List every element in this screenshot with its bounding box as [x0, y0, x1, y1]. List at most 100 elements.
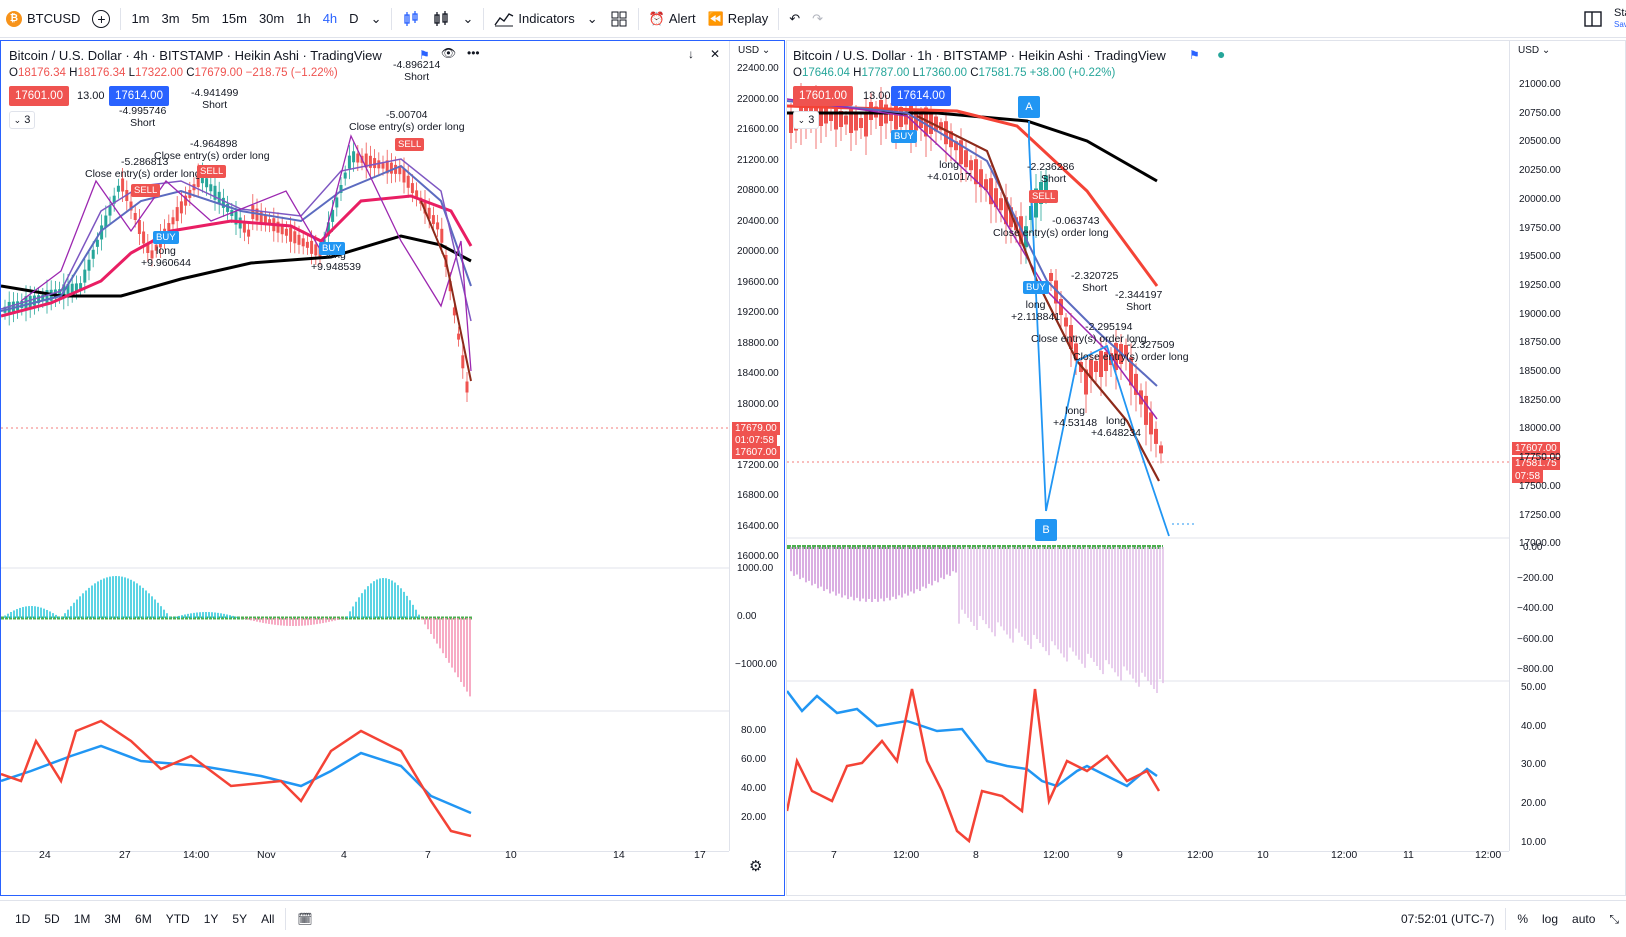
buy-price-button[interactable]: 17614.00: [109, 86, 169, 106]
layout-button[interactable]: [604, 0, 634, 38]
range-ytd[interactable]: YTD: [165, 912, 190, 926]
currency-label[interactable]: USD ⌄: [1518, 45, 1551, 56]
bar-style-button[interactable]: [396, 0, 426, 38]
range-5y[interactable]: 5Y: [232, 912, 248, 926]
more-icon[interactable]: •••: [467, 46, 480, 60]
candle: [100, 225, 104, 240]
candle: [1084, 369, 1088, 395]
price-axis-label: 18250.00: [1519, 394, 1561, 406]
fullscreen-button[interactable]: ⤡: [1602, 912, 1626, 927]
dmi-minus-line: [787, 688, 1161, 844]
range-all[interactable]: All: [261, 912, 275, 926]
right-chart-canvas[interactable]: [787, 41, 1626, 896]
goto-date-button[interactable]: 🗓: [290, 912, 319, 926]
interval-1h[interactable]: 1h: [296, 11, 311, 26]
right-chart-pane[interactable]: Bitcoin / U.S. Dollar · 1h · BITSTAMP · …: [786, 40, 1626, 896]
candle: [1024, 226, 1028, 248]
sell-price-button[interactable]: 17601.00: [793, 86, 853, 106]
panel-toggle-button[interactable]: [1578, 0, 1608, 38]
chevron-down-icon: ⌄: [586, 10, 598, 26]
annotation: long +2.118841: [1011, 299, 1061, 323]
range-1d[interactable]: 1D: [15, 912, 31, 926]
sell-price-button[interactable]: 17601.00: [9, 86, 69, 106]
candle: [37, 295, 41, 304]
indicators-dropdown[interactable]: ⌄: [581, 0, 604, 38]
indicators-collapse-button[interactable]: ⌄ 3: [793, 111, 819, 129]
candle: [1129, 357, 1133, 386]
redo-button[interactable]: ↷: [806, 0, 829, 38]
candle: [431, 215, 435, 225]
auto-toggle[interactable]: auto: [1572, 912, 1596, 926]
chart-type-dropdown[interactable]: ⌄: [456, 0, 479, 38]
alert-button[interactable]: ⏰ Alert: [643, 0, 702, 38]
range-1m[interactable]: 1M: [73, 912, 91, 926]
candle: [112, 195, 116, 204]
replay-button[interactable]: ⏪ Replay: [702, 0, 775, 38]
indicators-button[interactable]: Indicators: [488, 0, 580, 38]
sell-signal: SELL: [131, 184, 161, 197]
undo-button[interactable]: ↶: [783, 0, 806, 38]
close-icon[interactable]: ✕: [710, 47, 721, 61]
indicators-collapse-button[interactable]: ⌄ 3: [9, 111, 35, 129]
flag-icon[interactable]: ⚑: [1189, 48, 1200, 62]
range-1y[interactable]: 1Y: [203, 912, 219, 926]
annotation: -2.236286 Short: [1027, 161, 1075, 185]
interval-15m[interactable]: 15m: [221, 11, 247, 26]
compare-button[interactable]: +: [86, 0, 116, 38]
clock-display[interactable]: 07:52:01 (UTC-7): [1400, 912, 1495, 926]
left-chart-canvas[interactable]: [1, 41, 785, 896]
percent-toggle[interactable]: %: [1517, 912, 1529, 926]
candle: [1054, 280, 1058, 304]
right-time-axis[interactable]: [787, 851, 1509, 895]
price-axis-label: 16400.00: [737, 521, 779, 532]
log-toggle[interactable]: log: [1542, 912, 1559, 926]
candle: [32, 295, 36, 306]
left-time-axis[interactable]: [1, 851, 729, 895]
range-5d[interactable]: 5D: [44, 912, 60, 926]
candle: [994, 188, 998, 208]
left-chart-pane[interactable]: Bitcoin / U.S. Dollar · 4h · BITSTAMP · …: [0, 40, 785, 896]
candle: [899, 107, 903, 127]
candle: [1069, 325, 1073, 349]
candle: [1159, 445, 1163, 454]
dmi-axis-label: 40.00: [741, 783, 767, 794]
eye-icon[interactable]: 👁: [441, 46, 457, 60]
pattern-point-b[interactable]: B: [1035, 519, 1057, 541]
flag-icon[interactable]: ⚑: [419, 48, 430, 62]
scroll-down-icon[interactable]: ↓: [688, 47, 694, 61]
symbol-search[interactable]: ₿ BTCUSD: [0, 0, 86, 38]
right-chart-title[interactable]: Bitcoin / U.S. Dollar · 1h · BITSTAMP · …: [793, 48, 1166, 63]
interval-5m[interactable]: 5m: [191, 11, 210, 26]
candle: [108, 205, 112, 216]
save-layout[interactable]: Sta Save: [1608, 0, 1626, 38]
candle: [137, 220, 141, 234]
interval-d[interactable]: D: [349, 11, 359, 26]
buy-price-button[interactable]: 17614.00: [891, 86, 951, 106]
rewind-icon: ⏪: [707, 10, 724, 26]
candle: [924, 107, 928, 137]
interval-1m[interactable]: 1m: [131, 11, 150, 26]
interval-dropdown[interactable]: ⌄: [365, 0, 388, 38]
left-chart-title[interactable]: Bitcoin / U.S. Dollar · 4h · BITSTAMP · …: [9, 48, 382, 63]
time-axis-label: 24: [39, 849, 51, 861]
interval-30m[interactable]: 30m: [258, 11, 285, 26]
candle: [217, 191, 221, 204]
candle: [305, 241, 309, 248]
interval-3m[interactable]: 3m: [161, 11, 180, 26]
time-axis-label: 7: [425, 849, 431, 861]
macd-axis-label: 0.00: [737, 611, 757, 622]
candle: [1114, 343, 1118, 370]
settings-icon[interactable]: ⚙: [749, 858, 763, 875]
candle: [91, 249, 95, 259]
candle: [1034, 188, 1038, 218]
candle: [999, 198, 1003, 211]
currency-label[interactable]: USD ⌄: [738, 45, 771, 56]
chart-type-button[interactable]: [426, 0, 456, 38]
range-3m[interactable]: 3M: [104, 912, 122, 926]
candle: [45, 290, 49, 304]
candle: [844, 115, 848, 125]
range-6m[interactable]: 6M: [135, 912, 152, 926]
pattern-point-a[interactable]: A: [1018, 96, 1040, 118]
interval-4h[interactable]: 4h: [322, 11, 338, 26]
buy-signal: BUY: [891, 130, 917, 143]
